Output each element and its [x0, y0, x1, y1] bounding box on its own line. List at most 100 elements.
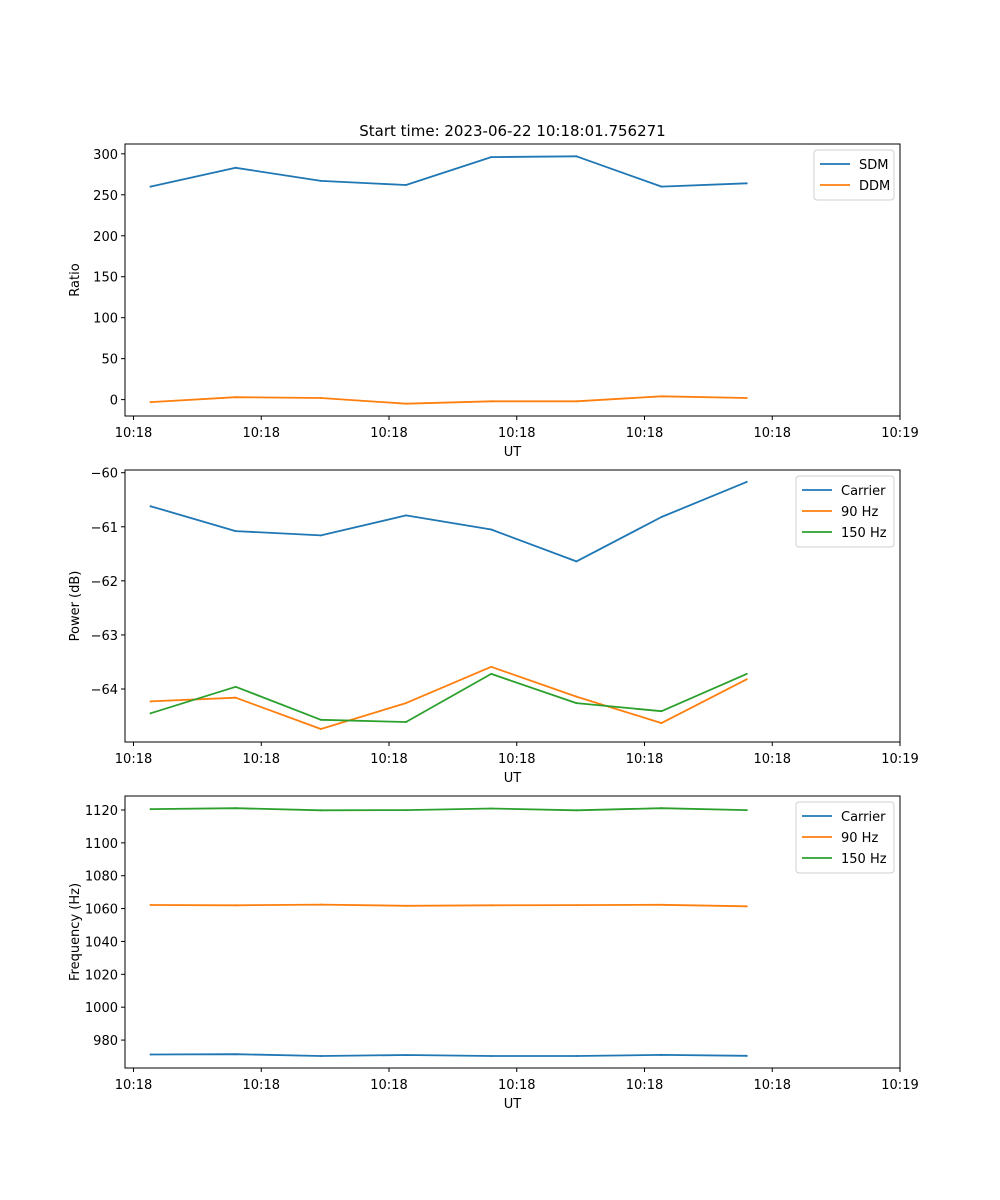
chart-panel-1: 0 50 100 150 200 250 300 10:18 10:18 10:18 10:18 10…: [68, 143, 919, 460]
plot-area: [124, 795, 901, 1069]
data-point: [575, 809, 578, 812]
y-tick-label: 1020: [85, 968, 118, 983]
data-point: [319, 534, 322, 537]
data-point: [745, 1054, 748, 1057]
data-point: [490, 807, 493, 810]
data-point: [234, 396, 237, 399]
data-point: [234, 166, 237, 169]
data-point: [660, 807, 663, 810]
data-point: [745, 480, 748, 483]
data-point: [319, 728, 322, 731]
y-tick-label: −64: [91, 683, 118, 698]
data-point: [660, 395, 663, 398]
data-point: [405, 183, 408, 186]
series-line-ddm: [150, 395, 747, 405]
x-tick-label: 10:18: [370, 1078, 407, 1093]
data-point: [745, 396, 748, 399]
series-line-carrier: [150, 481, 748, 563]
y-tick-label: 200: [93, 230, 118, 245]
legend-label: DDM: [859, 179, 890, 194]
data-point: [149, 185, 152, 188]
data-point: [234, 696, 237, 699]
legend-label: Carrier: [841, 484, 886, 499]
series-line-90-hz: [150, 665, 748, 730]
legend: Carrier 90 Hz 150 Hz: [795, 801, 895, 874]
y-tick-label: 1040: [85, 935, 118, 950]
x-tick-label: 10:18: [754, 426, 791, 441]
x-tick-label: 10:18: [115, 752, 152, 767]
data-point: [575, 1055, 578, 1058]
data-point: [319, 809, 322, 812]
x-tick-label: 10:18: [498, 752, 535, 767]
data-point: [149, 712, 152, 715]
data-point: [660, 903, 663, 906]
legend: Carrier 90 Hz 150 Hz: [795, 475, 895, 548]
x-tick-label: 10:18: [370, 752, 407, 767]
y-tick-label: 0: [110, 394, 118, 409]
data-point: [575, 400, 578, 403]
data-point: [149, 903, 152, 906]
data-point: [660, 710, 663, 713]
data-point: [575, 904, 578, 907]
data-point: [575, 155, 578, 158]
data-point: [234, 530, 237, 533]
y-axis-label: Power (dB): [68, 571, 83, 642]
y-tick-label: 980: [93, 1034, 118, 1049]
x-tick-label: 10:18: [626, 426, 663, 441]
x-tick-label: 10:18: [243, 752, 280, 767]
x-tick-label: 10:18: [498, 1078, 535, 1093]
data-point: [319, 1055, 322, 1058]
x-tick-label: 10:19: [881, 752, 918, 767]
data-point: [319, 903, 322, 906]
y-tick-label: 100: [93, 312, 118, 327]
data-point: [660, 722, 663, 725]
y-tick-label: 1060: [85, 903, 118, 918]
legend-box: [813, 149, 895, 201]
data-point: [490, 904, 493, 907]
plot-area: [124, 469, 901, 743]
data-point: [319, 396, 322, 399]
x-tick-label: 10:18: [754, 1078, 791, 1093]
legend-label: Carrier: [841, 810, 886, 825]
chart-panel-3: 980 1000 1020 1040 1060 1080 1100 1120 10:18 10:1…: [68, 795, 919, 1112]
series-line-150-hz: [150, 673, 748, 723]
y-tick-label: 1120: [85, 804, 118, 819]
data-point: [490, 672, 493, 675]
series-line-carrier: [150, 1053, 747, 1057]
data-point: [234, 1053, 237, 1056]
y-tick-label: −61: [91, 521, 118, 536]
data-point: [149, 700, 152, 703]
x-tick-label: 10:18: [498, 426, 535, 441]
data-point: [745, 678, 748, 681]
data-point: [149, 505, 152, 508]
y-tick-label: 1100: [85, 837, 118, 852]
data-point: [745, 182, 748, 185]
data-point: [405, 402, 408, 405]
x-tick-label: 10:18: [115, 426, 152, 441]
data-point: [319, 179, 322, 182]
data-point: [405, 809, 408, 812]
figure-title: Start time: 2023-06-22 10:18:01.756271: [359, 122, 665, 140]
x-tick-label: 10:19: [881, 1078, 918, 1093]
chart-panel-2: −64 −63 −62 −61 −60 10:18 10:18 10:18 10:18 10:18…: [68, 467, 919, 786]
legend-box: [795, 475, 895, 548]
chart-panels: 0 50 100 150 200 250 300 10:18 10:18 10:18 10:18 10…: [68, 143, 919, 1112]
data-point: [745, 905, 748, 908]
x-axis-label: UT: [504, 445, 522, 460]
series-line-sdm: [150, 155, 747, 188]
y-tick-label: 150: [93, 271, 118, 286]
y-tick-label: −60: [91, 467, 118, 482]
y-tick-label: 50: [101, 353, 118, 368]
legend-label: 150 Hz: [841, 526, 887, 541]
legend-box: [795, 801, 895, 874]
legend-label: 150 Hz: [841, 852, 887, 867]
legend-label: 90 Hz: [841, 831, 878, 846]
y-tick-label: 300: [93, 148, 118, 163]
y-tick-label: 1000: [85, 1001, 118, 1016]
data-point: [490, 156, 493, 159]
x-tick-label: 10:18: [626, 752, 663, 767]
x-tick-label: 10:19: [881, 426, 918, 441]
data-point: [490, 1055, 493, 1058]
y-tick-label: −62: [91, 575, 118, 590]
